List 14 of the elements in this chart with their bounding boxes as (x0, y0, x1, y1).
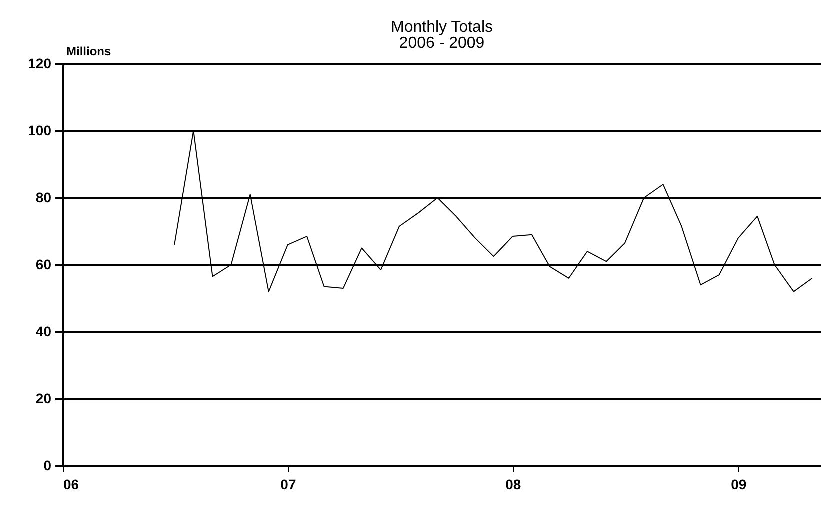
chart-subtitle: 2006 - 2009 (399, 35, 485, 52)
y-tick-label: 80 (36, 190, 52, 206)
y-tick-label: 100 (28, 122, 52, 138)
x-tick-label: 07 (280, 476, 296, 492)
y-tick-label: 40 (36, 324, 52, 340)
y-axis-title: Millions (66, 44, 112, 58)
x-tick-label: 08 (506, 476, 522, 492)
y-tick-label: 60 (36, 256, 52, 272)
x-tick-label: 06 (64, 476, 80, 492)
chart-title: Monthly Totals (391, 19, 493, 36)
y-tick-label: 120 (28, 56, 52, 72)
y-tick-label: 20 (36, 390, 52, 406)
y-tick-label: 0 (44, 458, 52, 474)
x-tick-label: 09 (731, 476, 747, 492)
